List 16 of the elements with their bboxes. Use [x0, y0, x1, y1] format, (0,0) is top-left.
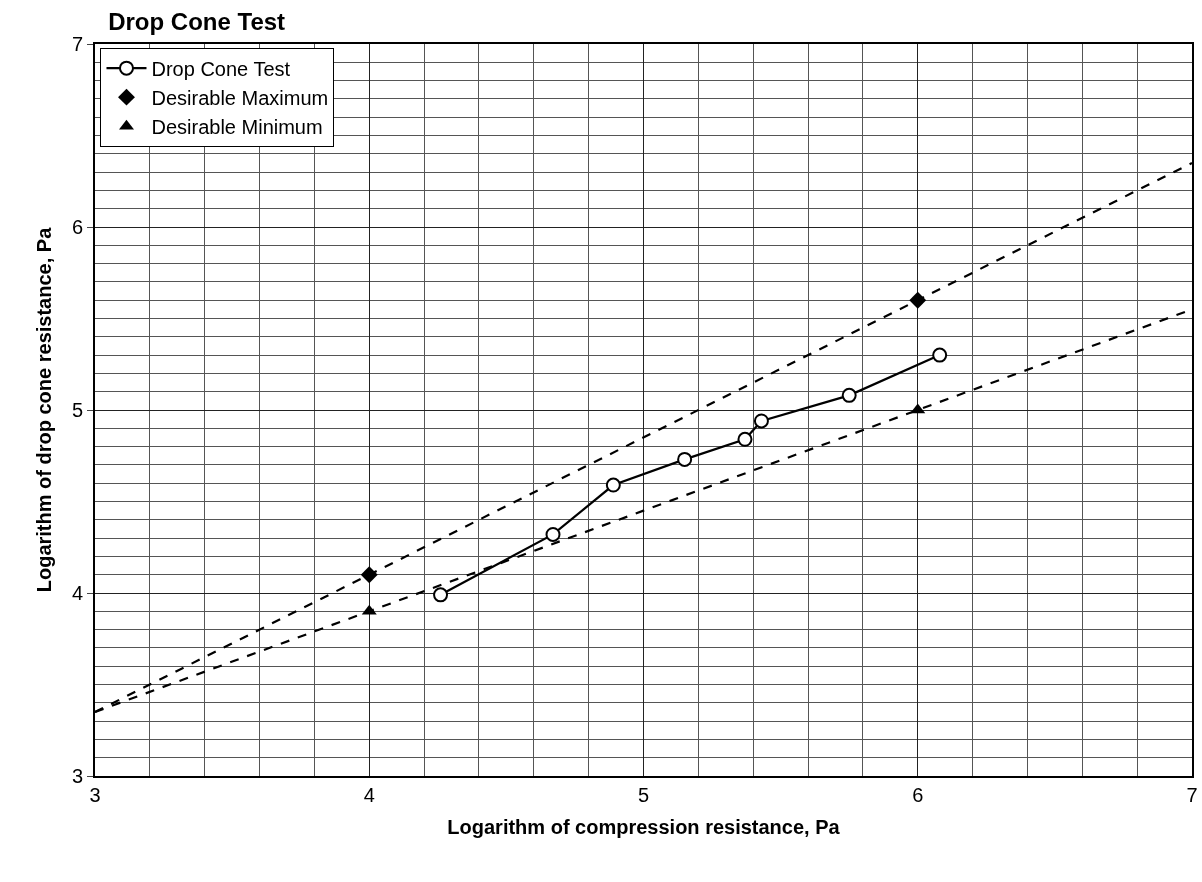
x-axis-title: Logarithm of compression resistance, Pa: [447, 816, 841, 838]
y-tick-label: 4: [71, 582, 83, 604]
legend-label: Drop Cone Test: [151, 57, 291, 80]
chart-title: Drop Cone Test: [108, 8, 286, 36]
x-tick-label: 4: [363, 784, 375, 806]
x-tick-label: 3: [89, 784, 101, 806]
y-tick-label: 3: [71, 765, 83, 787]
y-tick-label: 7: [71, 33, 83, 55]
y-tick-label: 6: [71, 216, 83, 238]
x-tick-label: 6: [912, 784, 924, 806]
y-axis-title: Logarithm of drop cone resistance, Pa: [32, 226, 55, 593]
x-tick-label: 5: [637, 784, 650, 806]
legend-label: Desirable Minimum: [151, 115, 323, 138]
legend-label: Desirable Maximum: [151, 86, 329, 109]
x-tick-label: 7: [1186, 784, 1198, 806]
y-tick-label: 5: [71, 399, 83, 421]
